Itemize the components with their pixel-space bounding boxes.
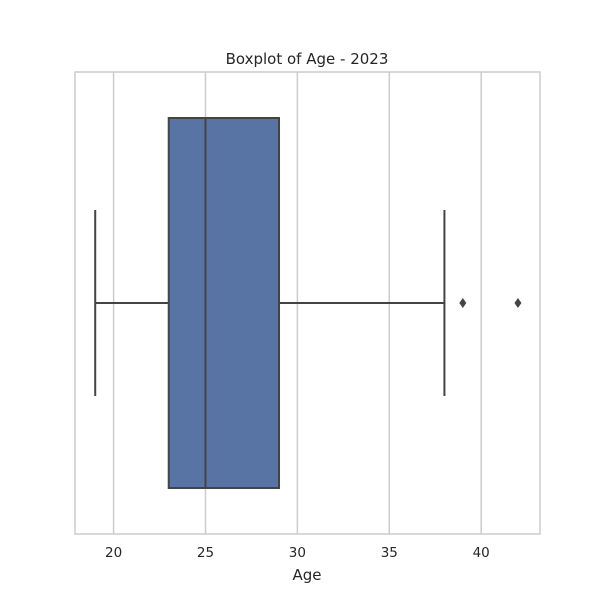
outlier-point-1: [459, 298, 467, 308]
x-tick-label-30: 30: [289, 545, 306, 561]
interquartile-box: [167, 117, 281, 489]
outlier-point-2: [514, 298, 522, 308]
box-layer: [94, 117, 522, 489]
chart-title: Boxplot of Age - 2023: [226, 50, 389, 68]
x-axis-label: Age: [292, 566, 321, 584]
x-tick-label-35: 35: [381, 545, 398, 561]
x-tick-label-40: 40: [473, 545, 490, 561]
plot-frame: [74, 71, 541, 535]
x-tick-label-25: 25: [197, 545, 214, 561]
x-tick-label-20: 20: [105, 545, 122, 561]
x-tick-labels: 20 25 30 35 40: [105, 545, 490, 561]
